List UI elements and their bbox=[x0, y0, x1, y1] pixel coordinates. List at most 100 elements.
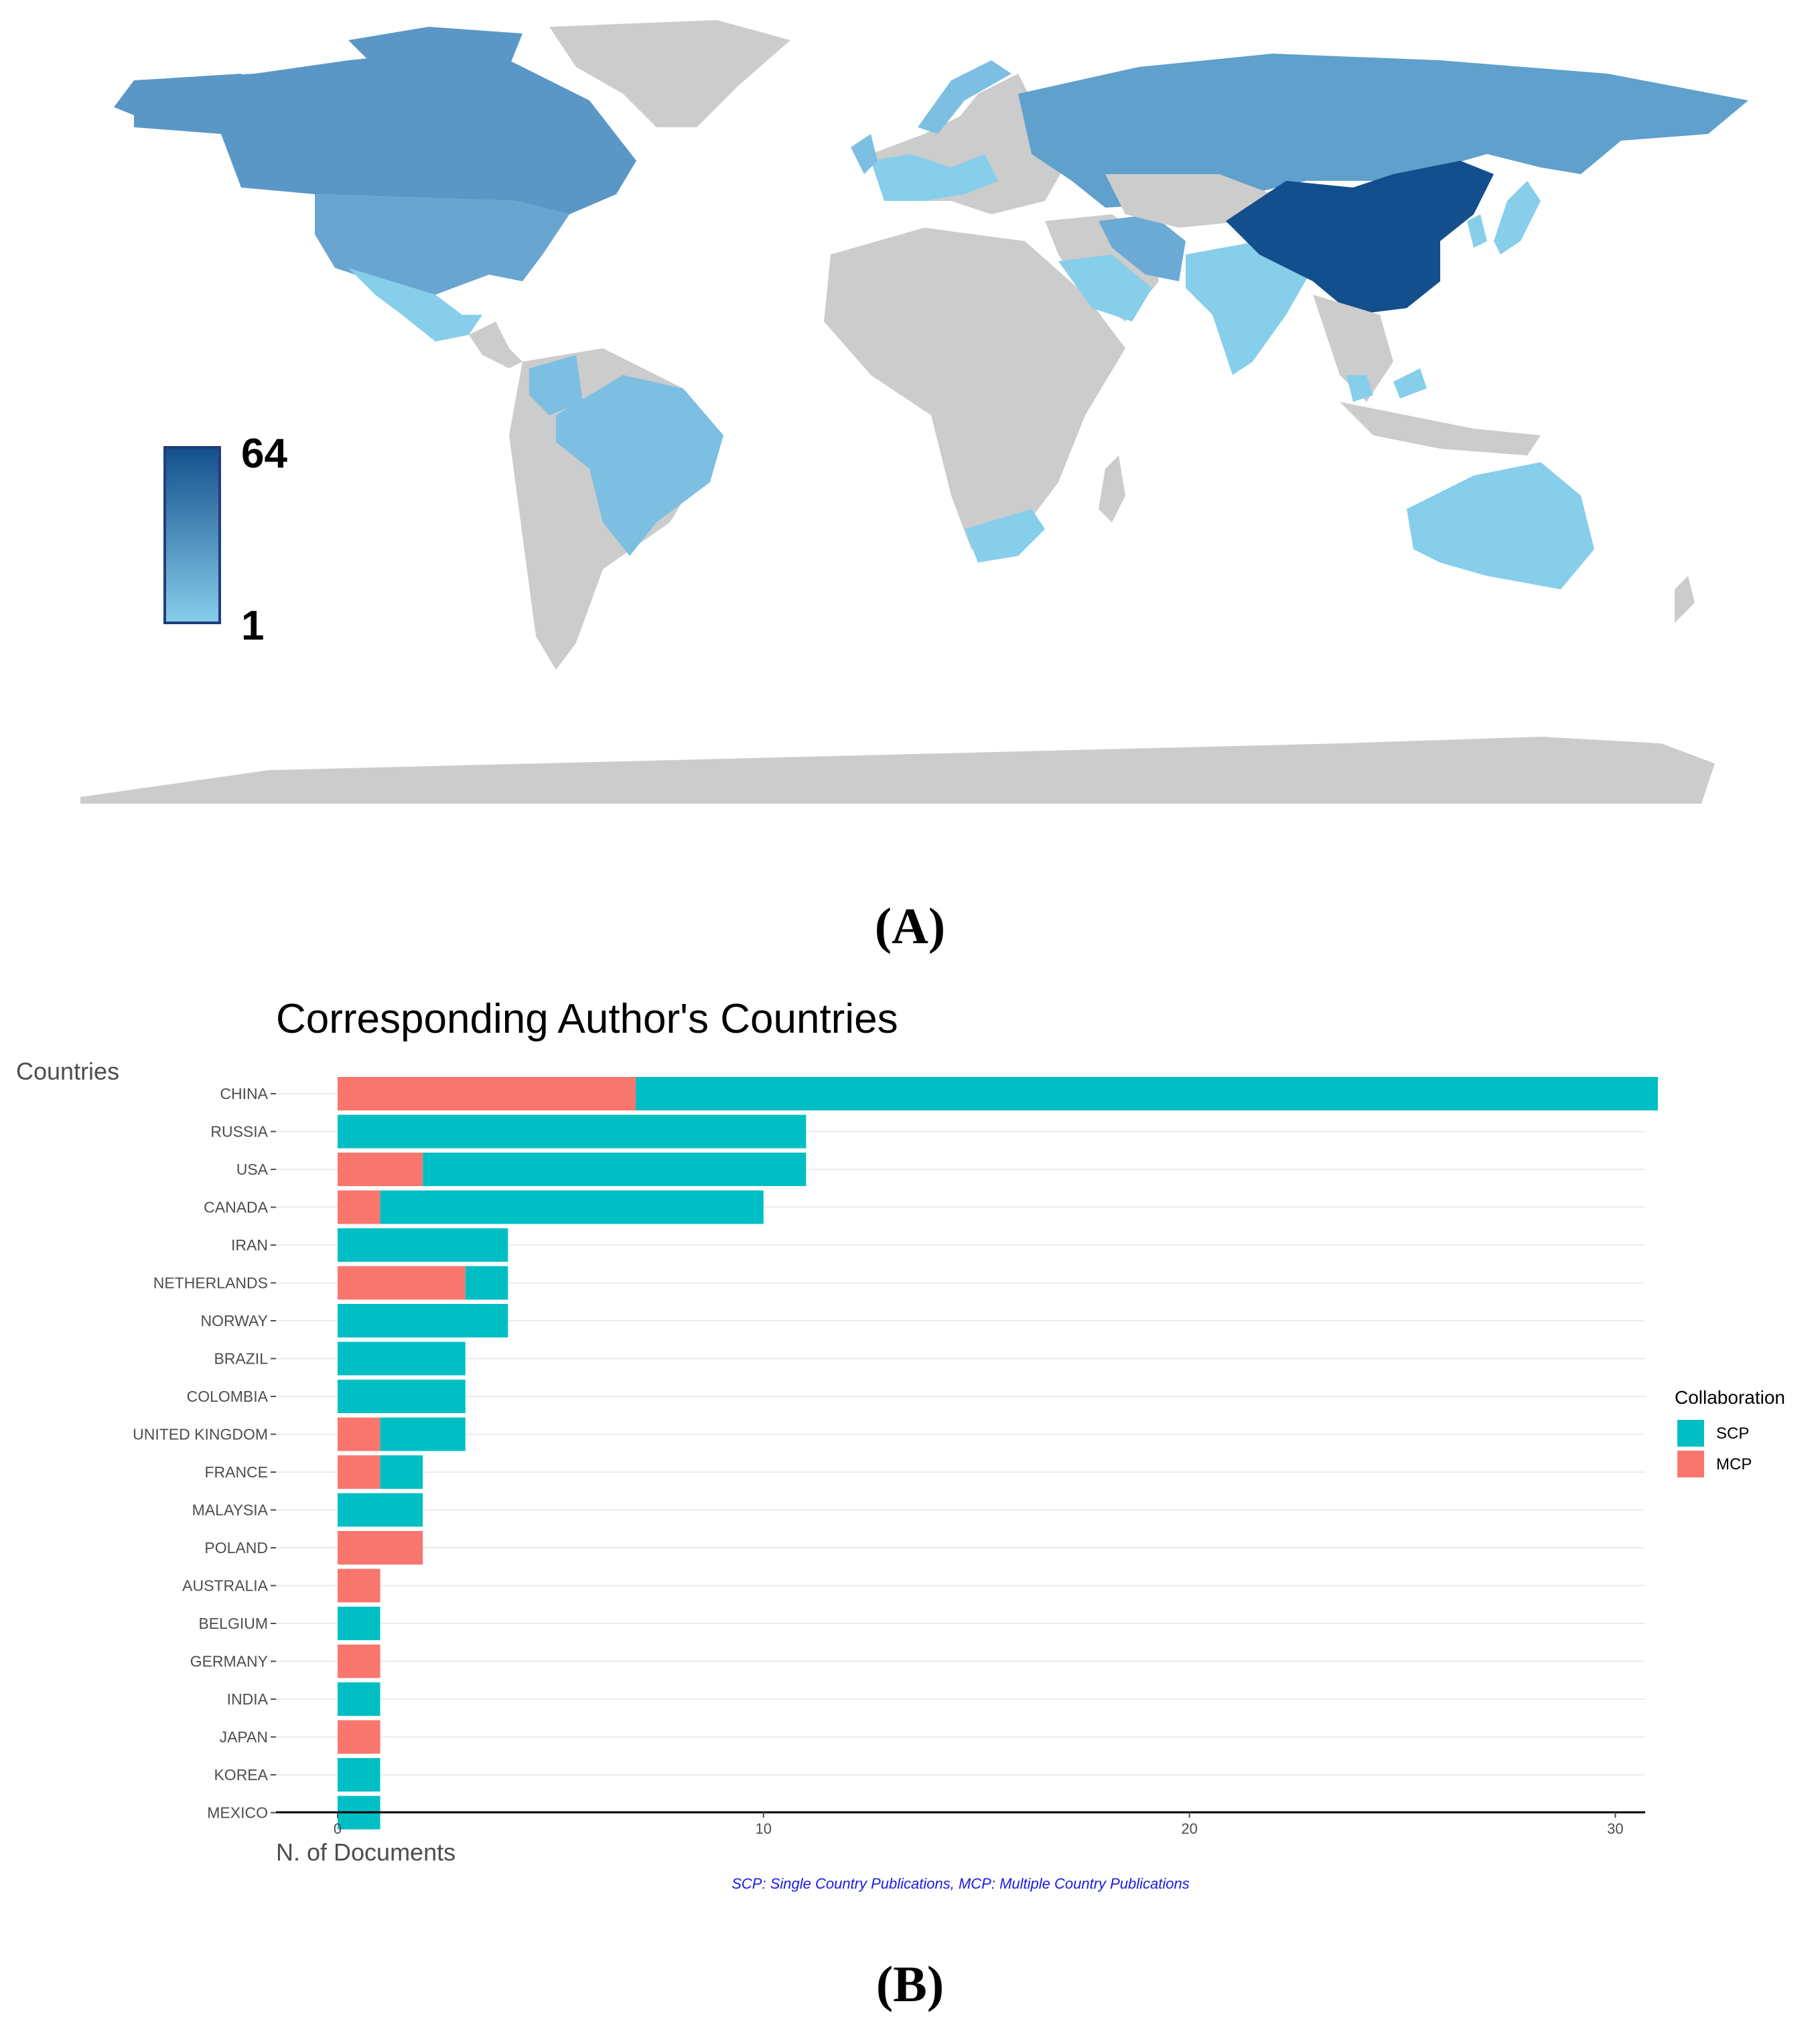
legend-title: Collaboration bbox=[1675, 1387, 1785, 1408]
bars bbox=[338, 1077, 1659, 1830]
region-madagascar bbox=[1099, 455, 1125, 522]
y-tick-label: POLAND bbox=[204, 1539, 268, 1556]
x-tick-label: 10 bbox=[756, 1820, 772, 1837]
y-tick-label: NETHERLANDS bbox=[153, 1275, 268, 1292]
y-tick-label: JAPAN bbox=[220, 1729, 268, 1746]
bar-scp-russia bbox=[338, 1114, 807, 1149]
bar-scp-malaysia bbox=[338, 1493, 423, 1527]
y-axis-title: Countries bbox=[16, 1058, 119, 1085]
y-tick-labels: CHINA RUSSIA USA CANADA IRAN NETHERLANDS NORWA… bbox=[133, 1085, 276, 1822]
chart-title: Corresponding Author's Countries bbox=[276, 996, 898, 1042]
region-africa bbox=[824, 228, 1125, 549]
bar-scp-norway bbox=[338, 1304, 508, 1337]
x-tick-label: 20 bbox=[1181, 1820, 1197, 1837]
region-south-africa bbox=[965, 509, 1045, 563]
region-russia bbox=[1018, 54, 1748, 208]
legend-swatch-scp bbox=[1677, 1420, 1704, 1447]
region-china bbox=[1226, 161, 1494, 315]
bar-scp-brazil bbox=[338, 1341, 466, 1376]
region-iran bbox=[1099, 214, 1186, 281]
region-southeast-asia bbox=[1313, 295, 1393, 402]
y-tick-label: USA bbox=[236, 1161, 269, 1178]
region-new-zealand bbox=[1675, 576, 1695, 623]
y-tick-label: CANADA bbox=[204, 1199, 269, 1216]
y-tick-label: NORWAY bbox=[200, 1312, 268, 1329]
chart-caption: SCP: Single Country Publications, MCP: M… bbox=[731, 1875, 1190, 1892]
region-scandinavia bbox=[951, 74, 1032, 141]
y-tick-label: COLOMBIA bbox=[187, 1388, 269, 1405]
y-tick-label: CHINA bbox=[220, 1085, 268, 1102]
bar-mcp-united-kingdom bbox=[338, 1417, 380, 1451]
bar-scp-france bbox=[380, 1455, 423, 1489]
map-legend-min-label: 1 bbox=[241, 603, 264, 649]
region-arctic-islands bbox=[348, 27, 522, 74]
legend-label-scp: SCP bbox=[1716, 1425, 1749, 1443]
region-malaysia-borneo bbox=[1393, 368, 1427, 398]
region-alaska bbox=[114, 74, 248, 134]
region-central-america bbox=[469, 321, 522, 368]
region-norway bbox=[918, 60, 1011, 134]
x-tick-label: 30 bbox=[1607, 1820, 1623, 1837]
bar-scp-korea bbox=[338, 1758, 380, 1792]
region-malaysia bbox=[1346, 375, 1373, 402]
region-indonesia bbox=[1340, 402, 1541, 455]
bar-mcp-australia bbox=[338, 1569, 380, 1603]
panel-label-a: (A) bbox=[874, 898, 946, 954]
y-tick-label: MALAYSIA bbox=[192, 1502, 269, 1519]
legend-label-mcp: MCP bbox=[1716, 1455, 1752, 1473]
bar-mcp-netherlands bbox=[338, 1266, 466, 1300]
bar-scp-india bbox=[338, 1682, 380, 1716]
y-tick-label: IRAN bbox=[231, 1236, 268, 1254]
region-western-europe bbox=[871, 154, 998, 201]
region-japan bbox=[1494, 181, 1541, 254]
y-tick-label: INDIA bbox=[227, 1690, 269, 1708]
bar-scp-netherlands bbox=[465, 1266, 508, 1300]
bar-mcp-poland bbox=[338, 1531, 423, 1565]
y-tick-label: FRANCE bbox=[204, 1463, 268, 1481]
bar-mcp-china bbox=[338, 1077, 636, 1110]
bar-mcp-usa bbox=[338, 1153, 423, 1186]
bar-scp-belgium bbox=[338, 1607, 380, 1640]
panel-label-b: (B) bbox=[876, 1956, 944, 2013]
bar-mcp-germany bbox=[338, 1644, 380, 1678]
region-usa bbox=[315, 194, 569, 295]
y-tick-label: MEXICO bbox=[207, 1804, 268, 1822]
bar-scp-colombia bbox=[338, 1380, 466, 1413]
bar-scp-united-kingdom bbox=[380, 1417, 466, 1451]
region-mexico bbox=[348, 268, 482, 342]
region-colombia bbox=[529, 355, 583, 415]
region-saudi-arabia bbox=[1058, 254, 1152, 321]
region-uk bbox=[851, 134, 878, 174]
chart-legend: Collaboration SCP MCP bbox=[1675, 1387, 1785, 1477]
region-india bbox=[1186, 241, 1313, 375]
y-tick-label: GERMANY bbox=[190, 1653, 268, 1670]
region-brazil bbox=[556, 375, 723, 556]
y-tick-label: KOREA bbox=[214, 1766, 268, 1784]
bar-mcp-france bbox=[338, 1455, 380, 1489]
region-central-asia bbox=[1105, 174, 1273, 228]
map-legend-max-label: 64 bbox=[241, 431, 287, 477]
bar-scp-canada bbox=[380, 1190, 764, 1224]
world-map-panel: 64 1 bbox=[0, 0, 1820, 844]
region-korea bbox=[1467, 214, 1487, 248]
region-greenland bbox=[549, 20, 790, 127]
world-map: 64 1 bbox=[80, 20, 1748, 804]
bar-scp-iran bbox=[338, 1228, 508, 1262]
legend-swatch-mcp bbox=[1677, 1451, 1704, 1477]
region-canada bbox=[134, 47, 636, 214]
y-tick-label: UNITED KINGDOM bbox=[133, 1426, 268, 1443]
bar-scp-china bbox=[636, 1077, 1659, 1110]
map-legend-colorbar bbox=[163, 446, 221, 624]
bar-mcp-japan bbox=[338, 1720, 380, 1754]
corresponding-author-countries-chart: Corresponding Author's Countries Countri… bbox=[16, 996, 1785, 1892]
y-tick-label: RUSSIA bbox=[210, 1123, 268, 1141]
y-tick-label: BRAZIL bbox=[214, 1350, 268, 1368]
y-tick-label: AUSTRALIA bbox=[182, 1577, 268, 1595]
region-australia bbox=[1407, 462, 1594, 589]
region-antarctica bbox=[80, 737, 1715, 804]
x-tick-labels: 0 10 20 30 bbox=[334, 1812, 1624, 1837]
bar-scp-usa bbox=[423, 1153, 807, 1186]
bar-mcp-canada bbox=[338, 1190, 380, 1224]
x-axis-title: N. of Documents bbox=[276, 1838, 456, 1866]
x-tick-label: 0 bbox=[334, 1820, 342, 1837]
